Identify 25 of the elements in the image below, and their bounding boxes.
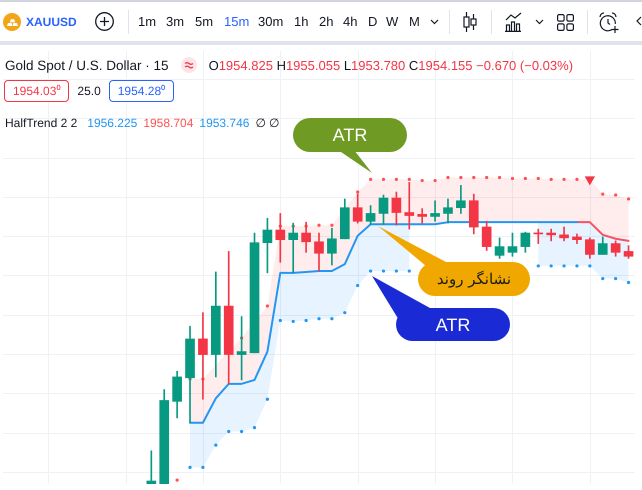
text: 25.0 xyxy=(77,83,101,99)
text: M xyxy=(409,14,420,30)
text: D xyxy=(368,14,378,30)
chart-title: Gold Spot / U.S. Dollar · 15 xyxy=(5,58,169,72)
text: 1954.28⁰ xyxy=(108,80,174,102)
text: 4h xyxy=(343,14,358,30)
text: XAUUSD xyxy=(26,14,77,30)
annotation: نشانگر روند xyxy=(436,269,512,289)
text: 1h xyxy=(294,14,308,30)
text: 3m xyxy=(166,14,184,30)
text: 1956.225 xyxy=(87,116,138,130)
text: 5m xyxy=(195,14,214,30)
text: O1954.825 H1955.055 L1953.780 C1954.155 −0.670 (−0.03%) xyxy=(208,58,574,72)
text: 2h xyxy=(319,14,334,30)
text: 30m xyxy=(258,14,284,30)
text: W xyxy=(386,14,398,30)
text: HalfTrend 2 2 xyxy=(5,116,78,130)
text: 1954.03⁰ xyxy=(4,80,70,102)
text: ATR xyxy=(332,125,368,145)
text: ∅ ∅ xyxy=(255,116,279,130)
text: 15m xyxy=(224,14,250,30)
text: 1958.704 xyxy=(143,116,194,130)
text: 1953.746 xyxy=(199,116,250,130)
text: 1m xyxy=(138,14,156,30)
annotation: ATR xyxy=(436,314,470,334)
